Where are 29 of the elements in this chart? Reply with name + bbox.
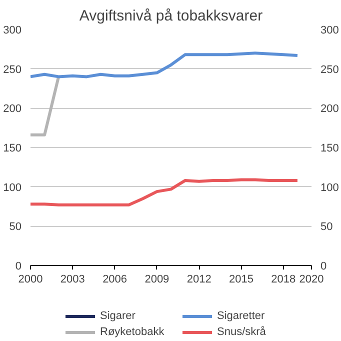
y-tick-label: 150: [3, 142, 22, 154]
x-tick-label: 2018: [271, 274, 296, 286]
x-tick-label: 2015: [229, 274, 254, 286]
x-tick-label: 2020: [299, 274, 324, 286]
x-tick-label: 2006: [102, 274, 128, 286]
line-series: [30, 178, 299, 206]
y2-tick-label: 50: [320, 221, 333, 234]
y-tick-label: 0: [15, 260, 22, 272]
x-tick-label: 2009: [144, 274, 170, 286]
line-series: [30, 52, 299, 78]
y2-tick-label: 300: [320, 24, 339, 36]
y-tick-label: 200: [3, 103, 22, 116]
y-tick-label: 100: [3, 182, 22, 194]
x-tick-label: 2012: [186, 274, 212, 286]
y2-tick-label: 200: [320, 103, 339, 116]
y-tick-label: 250: [3, 64, 22, 76]
legend-label: Sigaretter: [217, 309, 266, 323]
chart-title: Avgiftsnivå på tobakksvarer: [79, 8, 263, 24]
y-tick-label: 300: [3, 24, 22, 36]
x-tick-label: 2003: [60, 274, 85, 286]
y2-tick-label: 250: [320, 64, 339, 76]
y-tick-label: 50: [9, 221, 22, 234]
y2-tick-label: 150: [320, 142, 339, 154]
y2-tick-label: 100: [320, 182, 339, 194]
legend-label: Røyketobakk: [100, 325, 166, 339]
legend-label: Sigarer: [100, 309, 136, 323]
legend-label: Snus/skrå: [217, 325, 267, 339]
y2-tick-label: 0: [320, 260, 327, 272]
x-tick-label: 2000: [18, 274, 43, 286]
